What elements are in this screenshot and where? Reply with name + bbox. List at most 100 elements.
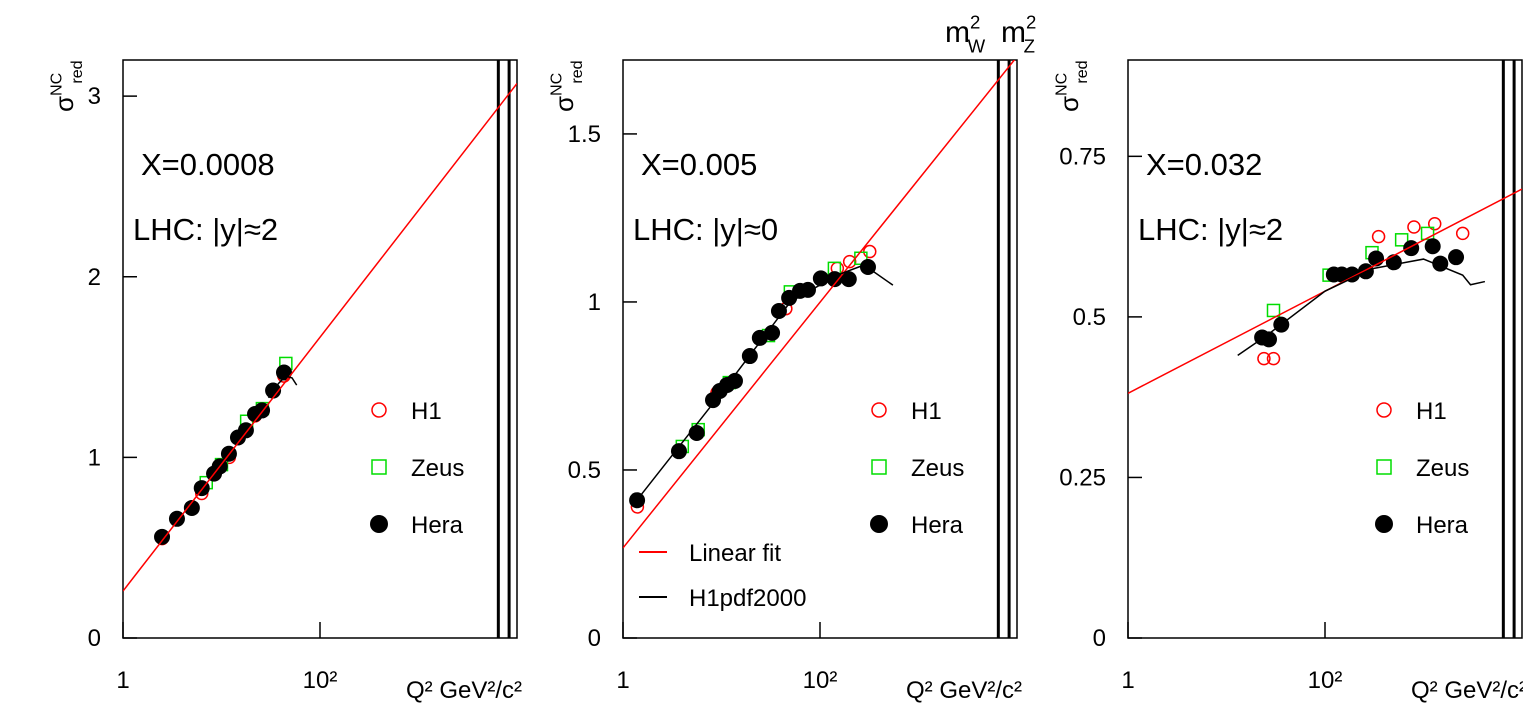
x-axis-title: Q² GeV²/c² — [406, 677, 522, 704]
legend-key — [371, 459, 387, 475]
curve — [267, 375, 298, 399]
base: m — [945, 16, 970, 49]
y-tick-label: 0.5 — [1073, 304, 1106, 331]
plot-area — [123, 83, 517, 592]
legend-key — [370, 515, 388, 533]
legend-label: H1pdf2000 — [689, 585, 806, 612]
annotation: LHC: |y|≈0 — [633, 212, 778, 247]
x-axis-title: Q² GeV²/c² — [906, 677, 1022, 704]
y-tick-label: 0 — [1093, 625, 1106, 652]
point — [764, 324, 781, 341]
point — [168, 510, 185, 527]
legend-label: Linear fit — [689, 540, 781, 567]
script-text: m2 W — [945, 12, 986, 57]
legend-key — [1376, 402, 1392, 418]
sub: red — [568, 60, 586, 83]
legend-label: Zeus — [411, 455, 464, 482]
x-tick-label: 1 — [116, 667, 129, 694]
sup: 2 — [1026, 12, 1036, 33]
point — [1424, 238, 1441, 255]
y-tick-label: 2 — [88, 264, 101, 291]
plot-area — [623, 60, 1016, 549]
sup: NC — [1052, 72, 1070, 96]
legend-label: Hera — [411, 512, 464, 539]
annotation: LHC: |y|≈2 — [1138, 212, 1283, 247]
sub: red — [1073, 60, 1091, 83]
point — [840, 271, 857, 288]
y-tick-label: 0.5 — [568, 457, 601, 484]
curve — [1237, 258, 1486, 357]
legend-key — [371, 402, 387, 418]
point — [1427, 217, 1442, 231]
sup: NC — [547, 72, 565, 96]
point — [670, 443, 687, 460]
point — [1260, 331, 1277, 348]
point — [1385, 254, 1402, 271]
point — [1420, 226, 1435, 241]
point — [1257, 351, 1271, 366]
sub: Z — [1024, 36, 1035, 57]
point — [1403, 240, 1420, 257]
base: m — [1001, 16, 1026, 49]
point — [1371, 229, 1386, 244]
point — [842, 254, 857, 269]
y-tick-label: 0 — [88, 625, 101, 652]
point — [1394, 233, 1409, 247]
script-text: σNCred — [547, 60, 586, 112]
point — [770, 303, 787, 320]
annotation: X=0.032 — [1146, 147, 1262, 182]
x-axis-title: Q² GeV²/c² — [1411, 677, 1523, 704]
x-tick-label: 1 — [616, 667, 629, 694]
annotation: LHC: |y|≈2 — [133, 212, 278, 247]
legend-label: Zeus — [911, 455, 964, 482]
y-tick-label: 0 — [588, 625, 601, 652]
legend-key — [1376, 459, 1392, 475]
curve — [123, 83, 517, 592]
legend-label: Zeus — [1416, 455, 1469, 482]
sup: NC — [47, 72, 65, 96]
sup: 2 — [970, 12, 980, 33]
point — [726, 372, 743, 389]
legend-label: H1 — [411, 398, 442, 425]
x-tick-label: 10² — [803, 667, 838, 694]
point — [1407, 220, 1421, 234]
script-text: σNCred — [47, 60, 86, 112]
legend-label: Hera — [1416, 512, 1469, 539]
legend-key — [871, 459, 887, 475]
x-tick-label: 10² — [1308, 667, 1343, 694]
legend-label: H1 — [911, 398, 942, 425]
point — [154, 528, 171, 545]
annotation: X=0.0008 — [141, 147, 275, 182]
point — [183, 499, 200, 516]
point — [1266, 303, 1281, 318]
plot-area — [1128, 188, 1522, 394]
base: σ — [49, 96, 79, 112]
base: σ — [1054, 96, 1084, 112]
y-tick-label: 1.5 — [568, 121, 601, 148]
point — [751, 329, 768, 346]
x-tick-label: 1 — [1121, 667, 1134, 694]
legend-label: H1 — [1416, 398, 1447, 425]
legend-label: Hera — [911, 512, 964, 539]
script-text: σNCred — [1052, 60, 1091, 112]
y-tick-label: 1 — [88, 444, 101, 471]
script-text: m2 Z — [1001, 12, 1036, 57]
y-tick-label: 0.75 — [1059, 143, 1106, 170]
legend-key — [871, 402, 887, 418]
point — [1455, 226, 1470, 241]
y-tick-label: 1 — [588, 289, 601, 316]
point — [237, 422, 254, 439]
sub: W — [968, 36, 986, 57]
y-tick-label: 0.25 — [1059, 464, 1106, 491]
curve — [633, 264, 894, 505]
legend-key — [870, 515, 888, 533]
x-tick-label: 10² — [303, 667, 338, 694]
base: σ — [549, 96, 579, 112]
point — [1266, 351, 1281, 366]
sub: red — [68, 60, 86, 83]
curve — [623, 60, 1016, 549]
legend-key — [1375, 515, 1393, 533]
point — [1448, 249, 1465, 266]
